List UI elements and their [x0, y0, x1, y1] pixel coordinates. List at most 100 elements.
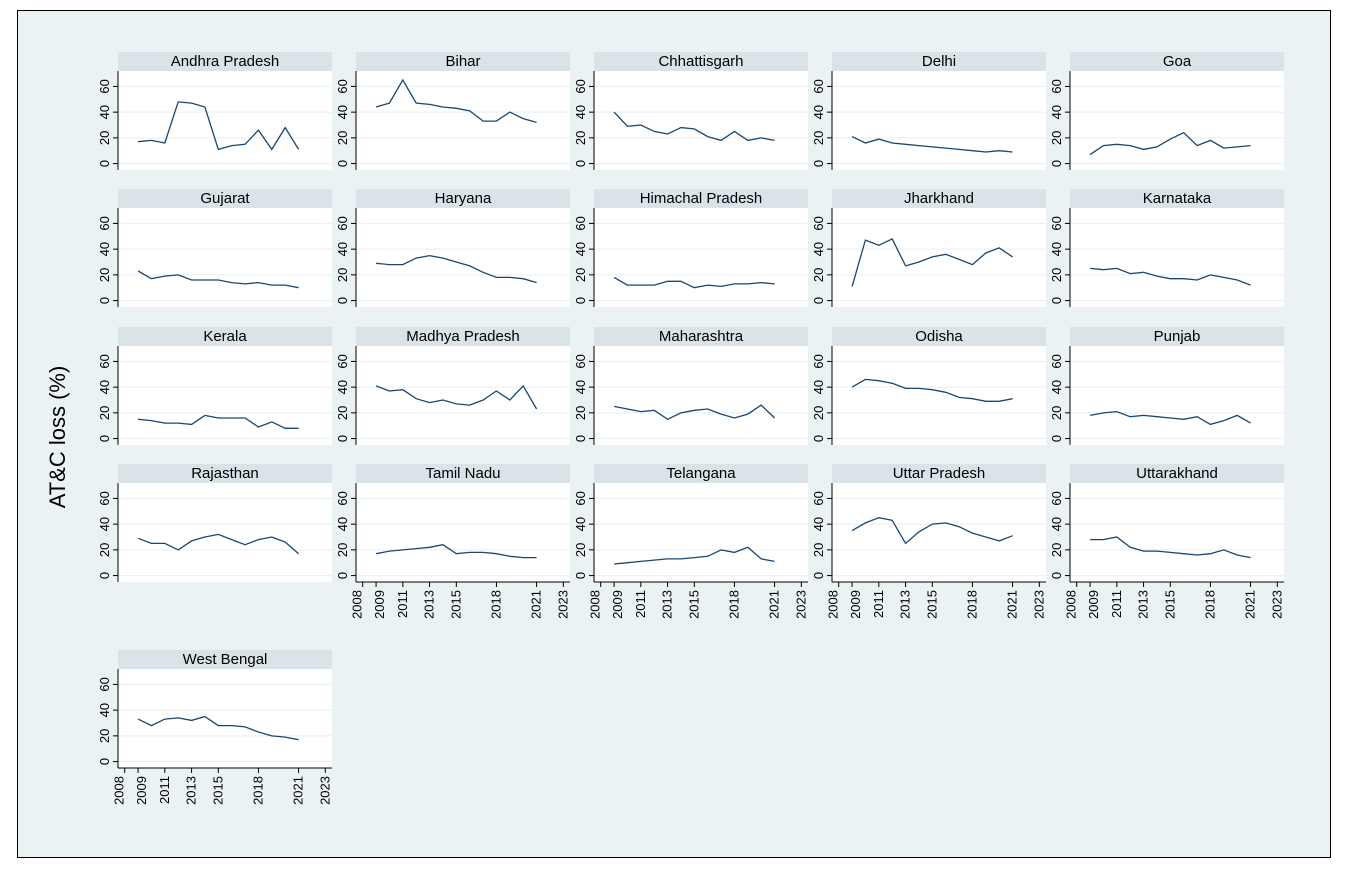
- panel-uttarakhand: Uttarakhand 0 20 40 60 2008 2009 2011 2013 2015 20…: [1049, 464, 1284, 619]
- plot-area: [1070, 208, 1284, 307]
- y-tick-label: 60: [97, 491, 112, 505]
- y-tick-label: 20: [811, 543, 826, 557]
- y-tick-label: 40: [1049, 517, 1064, 531]
- panel-bihar: Bihar 0 20 40 60: [335, 52, 570, 170]
- series-line: [138, 414, 299, 429]
- x-tick-label: 2018: [964, 590, 979, 619]
- y-tick-label: 0: [97, 297, 112, 304]
- x-tick-label: 2011: [1109, 590, 1124, 618]
- y-tick-label: 40: [811, 242, 826, 256]
- x-tick-label: 2021: [767, 590, 782, 619]
- y-tick-label: 0: [811, 297, 826, 304]
- y-tick-label: 60: [573, 491, 588, 505]
- y-tick-label: 40: [335, 242, 350, 256]
- y-tick-label: 20: [1049, 131, 1064, 145]
- series-line: [376, 254, 537, 284]
- y-tick-label: 20: [97, 729, 112, 743]
- panel-himachal-pradesh: Himachal Pradesh 0 20 40 60: [573, 189, 808, 307]
- panel-title: West Bengal: [183, 651, 268, 668]
- x-tick-label: 2009: [848, 590, 863, 619]
- y-tick-label: 60: [97, 677, 112, 691]
- y-tick-label: 40: [335, 105, 350, 119]
- panel-header: [1070, 52, 1284, 71]
- panel-header: [832, 464, 1046, 483]
- x-tick-label: 2013: [898, 590, 913, 619]
- y-tick-label: 60: [573, 79, 588, 93]
- panel-header: [1070, 464, 1284, 483]
- y-tick-label: 20: [573, 131, 588, 145]
- x-tick-label: 2008: [112, 776, 127, 805]
- x-tick-label: 2013: [660, 590, 675, 619]
- x-tick-label: 2013: [422, 590, 437, 619]
- y-tick-label: 20: [811, 131, 826, 145]
- panel-title: Madhya Pradesh: [406, 328, 519, 345]
- x-tick-label: 2021: [1005, 590, 1020, 619]
- series-line: [1089, 131, 1251, 156]
- y-tick-label: 60: [335, 79, 350, 93]
- plot-area: [832, 71, 1046, 170]
- panel-header: [356, 52, 570, 71]
- plot-area: [118, 483, 332, 582]
- y-tick-label: 60: [573, 216, 588, 230]
- x-tick-label: 2011: [157, 776, 172, 804]
- panel-title: Gujarat: [200, 190, 250, 207]
- x-tick-label: 2021: [291, 776, 306, 805]
- y-tick-label: 0: [573, 572, 588, 579]
- x-tick-label: 2021: [529, 590, 544, 619]
- panel-title: Rajasthan: [191, 465, 259, 482]
- panel-maharashtra: Maharashtra 0 20 40 60: [573, 327, 808, 445]
- panel-title: Kerala: [203, 328, 247, 345]
- y-tick-label: 60: [335, 216, 350, 230]
- panel-title: Chhattisgarh: [658, 53, 743, 70]
- panel-header: [832, 189, 1046, 208]
- panel-title: Telangana: [666, 465, 736, 482]
- x-tick-label: 2015: [1162, 590, 1177, 619]
- y-tick-label: 60: [335, 354, 350, 368]
- y-tick-label: 60: [97, 354, 112, 368]
- panel-title: Haryana: [435, 190, 492, 207]
- y-tick-label: 60: [97, 79, 112, 93]
- y-tick-label: 0: [97, 572, 112, 579]
- x-tick-label: 2009: [1086, 590, 1101, 619]
- y-tick-label: 0: [573, 435, 588, 442]
- panel-madhya-pradesh: Madhya Pradesh 0 20 40 60: [335, 327, 570, 445]
- series-line: [137, 533, 300, 555]
- y-tick-label: 40: [97, 242, 112, 256]
- plot-area: [1070, 346, 1284, 445]
- panel-title: Himachal Pradesh: [640, 190, 763, 207]
- panel-header: [832, 52, 1046, 71]
- x-tick-label: 2018: [488, 590, 503, 619]
- x-tick-label: 2023: [1269, 590, 1284, 619]
- plot-area: [356, 71, 570, 170]
- y-tick-label: 60: [1049, 354, 1064, 368]
- y-tick-label: 0: [335, 160, 350, 167]
- x-tick-label: 2008: [826, 590, 841, 619]
- plot-area: [594, 346, 808, 445]
- y-tick-label: 40: [1049, 380, 1064, 394]
- panel-kerala: Kerala 0 20 40 60: [97, 327, 332, 445]
- x-tick-label: 2015: [686, 590, 701, 619]
- y-tick-label: 0: [573, 160, 588, 167]
- y-tick-label: 0: [335, 435, 350, 442]
- plot-area: [594, 483, 808, 582]
- panel-header: [356, 327, 570, 346]
- y-tick-label: 0: [1049, 297, 1064, 304]
- y-tick-label: 20: [97, 131, 112, 145]
- plot-area: [118, 346, 332, 445]
- x-tick-label: 2023: [555, 590, 570, 619]
- series-line: [851, 378, 1013, 402]
- plot-area: [832, 346, 1046, 445]
- x-tick-label: 2008: [588, 590, 603, 619]
- y-tick-label: 40: [335, 517, 350, 531]
- panel-gujarat: Gujarat 0 20 40 60: [97, 189, 332, 307]
- y-tick-label: 20: [573, 406, 588, 420]
- x-tick-label: 2008: [1064, 590, 1079, 619]
- x-tick-label: 2023: [317, 776, 332, 805]
- panel-delhi: Delhi 0 20 40 60: [811, 52, 1046, 170]
- plot-area: [594, 71, 808, 170]
- panel-header: [118, 464, 332, 483]
- panel-uttar-pradesh: Uttar Pradesh 0 20 40 60 2008 2009 2011 2013 2015…: [811, 464, 1046, 619]
- y-tick-label: 0: [97, 758, 112, 765]
- panel-header: [1070, 189, 1284, 208]
